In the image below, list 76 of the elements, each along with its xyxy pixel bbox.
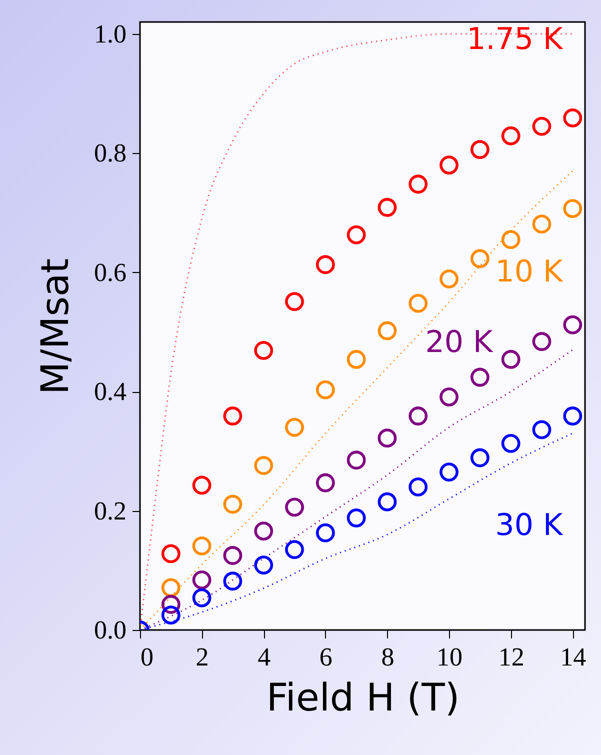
point	[470, 368, 490, 387]
series-label: 30 K	[495, 508, 564, 544]
y-axis-title: M/Msat	[33, 258, 77, 395]
point	[378, 321, 397, 340]
point	[346, 508, 366, 528]
point	[192, 536, 212, 556]
point	[563, 108, 582, 128]
point	[192, 476, 212, 495]
x-tick-label: 6	[319, 642, 332, 672]
point	[563, 199, 582, 218]
x-tick-label: 4	[258, 642, 271, 672]
point	[378, 198, 397, 217]
point	[470, 140, 490, 160]
point	[254, 522, 274, 540]
point	[192, 588, 212, 608]
point	[161, 544, 180, 564]
y-tick-label: 0.6	[94, 258, 126, 287]
point	[285, 418, 304, 437]
point	[563, 315, 582, 334]
series-label: 20 K	[425, 324, 494, 360]
x-tick-label: 0	[140, 642, 154, 672]
point	[440, 462, 458, 482]
point	[532, 420, 552, 440]
point	[254, 556, 274, 574]
point	[501, 126, 520, 146]
point	[501, 350, 520, 369]
x-tick-label: 2	[196, 642, 209, 672]
y-tick-label: 0.4	[94, 377, 126, 406]
point	[223, 406, 242, 426]
point	[563, 406, 582, 426]
point	[408, 174, 428, 194]
x-tick-label: 10	[436, 642, 463, 672]
point	[532, 116, 552, 136]
series-label: 10 K	[495, 254, 564, 290]
point	[285, 498, 304, 517]
series-label: 1.75 K	[466, 22, 564, 57]
point	[470, 448, 490, 468]
point	[532, 214, 552, 234]
x-tick-label: 12	[498, 642, 524, 672]
point	[532, 332, 552, 351]
y-tick-label: 0.2	[94, 496, 126, 526]
point	[223, 494, 242, 514]
point	[316, 523, 335, 542]
point	[285, 540, 304, 559]
y-tick-label: 0.0	[94, 616, 126, 644]
point	[501, 230, 520, 250]
point	[408, 477, 428, 496]
point	[316, 380, 335, 400]
point	[346, 225, 366, 244]
point	[316, 473, 335, 492]
point	[223, 572, 242, 591]
point	[346, 350, 366, 369]
y-tick-label: 1.0	[94, 19, 126, 48]
point	[501, 434, 520, 453]
x-axis-title: Field H (T)	[266, 676, 460, 720]
x-tick-label: 8	[381, 642, 394, 672]
point	[378, 428, 397, 448]
point	[192, 570, 212, 590]
point	[440, 269, 458, 288]
x-tick-label: 14	[560, 642, 586, 672]
point	[408, 294, 428, 313]
point	[254, 340, 274, 360]
point	[161, 606, 180, 625]
point	[346, 450, 366, 470]
point	[161, 578, 180, 598]
line-series	[140, 432, 574, 630]
point	[254, 456, 274, 475]
point	[285, 292, 304, 312]
point	[408, 406, 428, 426]
y-tick-label: 0.8	[94, 138, 126, 168]
point	[470, 249, 490, 268]
point	[440, 156, 458, 175]
point	[440, 387, 458, 406]
point	[316, 255, 335, 274]
point	[378, 492, 397, 512]
point	[223, 546, 242, 565]
